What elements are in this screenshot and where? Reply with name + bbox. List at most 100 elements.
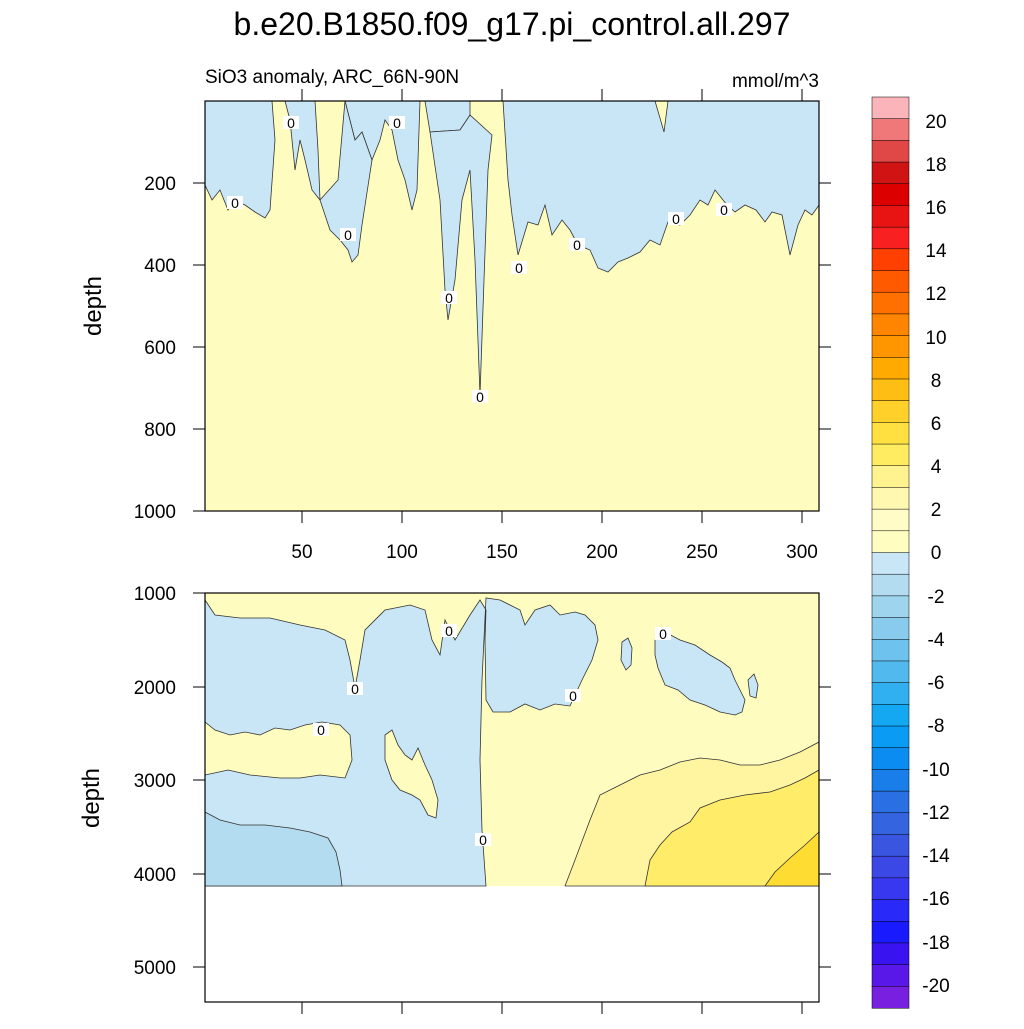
y-tick-label: 2000 <box>134 678 176 699</box>
x-tick-label: 250 <box>686 542 718 563</box>
colorbar-swatch <box>871 942 910 966</box>
lower-positive-lens <box>384 729 439 819</box>
svg-text:0: 0 <box>317 722 325 738</box>
colorbar-swatch <box>871 226 910 250</box>
colorbar-labels: 20 18 16 14 12 10 8 6 4 2 0 -2 -4 -6 -8 … <box>922 112 950 997</box>
colorbar-label: 16 <box>925 198 946 219</box>
svg-text:0: 0 <box>720 202 728 218</box>
contour-label: 0 <box>283 115 299 131</box>
lower-y-tick-labels: 1000 2000 3000 4000 5000 <box>134 584 176 979</box>
colorbar-label: -16 <box>922 889 949 910</box>
colorbar-swatch <box>871 422 910 445</box>
colorbar-swatch <box>871 270 910 293</box>
colorbar-swatch <box>871 899 910 922</box>
x-tick-label: 200 <box>586 542 618 563</box>
svg-text:0: 0 <box>344 227 352 243</box>
colorbar-label: -12 <box>922 803 949 824</box>
colorbar-label: 8 <box>931 371 942 392</box>
svg-text:0: 0 <box>351 681 359 697</box>
colorbar-swatch <box>871 769 910 792</box>
contour-label: 0 <box>569 237 585 253</box>
colorbar-label: -8 <box>928 716 945 737</box>
colorbar-swatch <box>871 639 910 662</box>
svg-text:0: 0 <box>476 389 484 405</box>
y-tick-label: 5000 <box>134 958 176 979</box>
contour-label: 0 <box>227 195 243 211</box>
x-tick-label: 300 <box>786 542 818 563</box>
colorbar-swatch <box>871 530 910 554</box>
x-tick-label: 50 <box>291 542 312 563</box>
colorbar-swatch <box>871 140 910 163</box>
colorbar-swatch <box>871 986 910 1009</box>
colorbar-swatch <box>871 704 910 727</box>
lower-y-ticks <box>193 592 831 968</box>
svg-text:0: 0 <box>445 623 453 639</box>
y-tick-label: 1000 <box>134 502 176 523</box>
svg-text:0: 0 <box>445 290 453 306</box>
svg-text:0: 0 <box>479 832 487 848</box>
contour-label: 0 <box>340 227 356 243</box>
colorbar-swatch <box>871 812 910 836</box>
lower-small-negative-blob <box>620 637 633 671</box>
contour-label: 0 <box>441 623 457 639</box>
colorbar-label: -14 <box>922 846 950 867</box>
lower-strong-negative-region <box>205 811 343 887</box>
svg-text:0: 0 <box>569 688 577 704</box>
contour-label: 0 <box>565 688 581 704</box>
colorbar-label: -18 <box>922 933 949 954</box>
colorbar-swatch <box>871 877 910 901</box>
lower-panel <box>205 593 819 1002</box>
colorbar-swatch <box>871 617 910 640</box>
colorbar-swatch <box>871 357 910 380</box>
colorbar-swatch <box>871 378 910 402</box>
upper-x-tick-labels: 50 100 150 200 250 300 <box>291 542 817 563</box>
upper-panel <box>205 101 819 511</box>
contour-label: 0 <box>655 626 671 642</box>
colorbar-swatch <box>871 183 910 206</box>
y-tick-label: 3000 <box>134 771 176 792</box>
svg-text:0: 0 <box>231 195 239 211</box>
contour-label: 0 <box>347 681 363 697</box>
colorbar-swatch <box>871 508 910 532</box>
colorbar-label: -4 <box>928 630 945 651</box>
colorbar-swatch <box>871 552 910 575</box>
colorbar-swatch <box>871 291 910 315</box>
chart-title: b.e20.B1850.f09_g17.pi_control.all.297 <box>234 6 791 42</box>
colorbar-label: -10 <box>922 760 949 781</box>
contour-label: 0 <box>441 290 457 306</box>
colorbar <box>871 96 910 1009</box>
lower-strongest-positive-region <box>764 831 819 887</box>
colorbar-label: 4 <box>931 457 942 478</box>
lower-contour-labels: 0 0 0 0 0 0 <box>313 623 671 848</box>
chart-subtitle-left: SiO3 anomaly, ARC_66N-90N <box>205 67 459 88</box>
upper-x-ticks <box>301 89 803 523</box>
colorbar-swatch <box>871 920 910 944</box>
y-tick-label: 600 <box>144 338 176 359</box>
upper-y-axis-label: depth <box>80 276 107 336</box>
colorbar-swatch <box>871 161 910 185</box>
contour-label: 0 <box>472 389 488 405</box>
lower-no-data-region <box>205 886 819 1002</box>
colorbar-swatch <box>871 118 910 141</box>
svg-text:0: 0 <box>393 115 401 131</box>
upper-y-ticks <box>193 182 831 512</box>
colorbar-swatch <box>871 790 910 814</box>
colorbar-swatch <box>871 313 910 337</box>
upper-right-thin-positive <box>654 101 669 133</box>
colorbar-label: 10 <box>925 328 946 349</box>
y-tick-label: 1000 <box>134 584 176 605</box>
contour-label: 0 <box>716 202 732 218</box>
lower-tiny-negative-blob <box>747 673 759 699</box>
colorbar-swatch <box>871 682 910 705</box>
colorbar-label: 0 <box>931 543 942 564</box>
colorbar-swatch <box>871 660 910 684</box>
lower-right-negative-patch <box>654 631 746 716</box>
x-tick-label: 100 <box>386 542 418 563</box>
colorbar-swatch <box>871 205 910 228</box>
contour-label: 0 <box>313 722 329 738</box>
upper-contour-labels: 0 0 0 0 0 0 0 0 0 0 <box>227 115 732 405</box>
colorbar-label: 18 <box>925 155 946 176</box>
colorbar-swatch <box>871 248 910 272</box>
x-tick-label: 150 <box>486 542 518 563</box>
